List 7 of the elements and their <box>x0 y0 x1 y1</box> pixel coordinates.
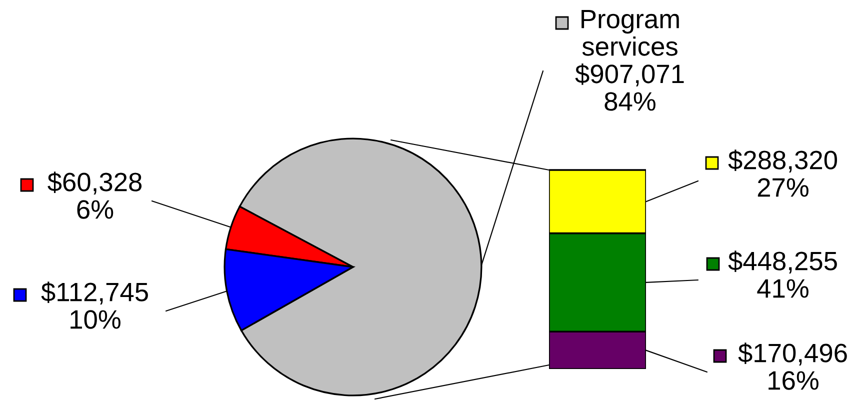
data-label: $448,255 41% <box>728 250 837 298</box>
legend-label: Program services <box>582 10 679 56</box>
data-label: $170,496 16% <box>738 342 847 390</box>
data-label: $112,745 10% <box>41 282 148 329</box>
data-label: $288,320 27% <box>728 150 838 197</box>
data-label: $907,071 84% <box>575 64 684 111</box>
data-label: $60,328 6% <box>48 172 142 219</box>
